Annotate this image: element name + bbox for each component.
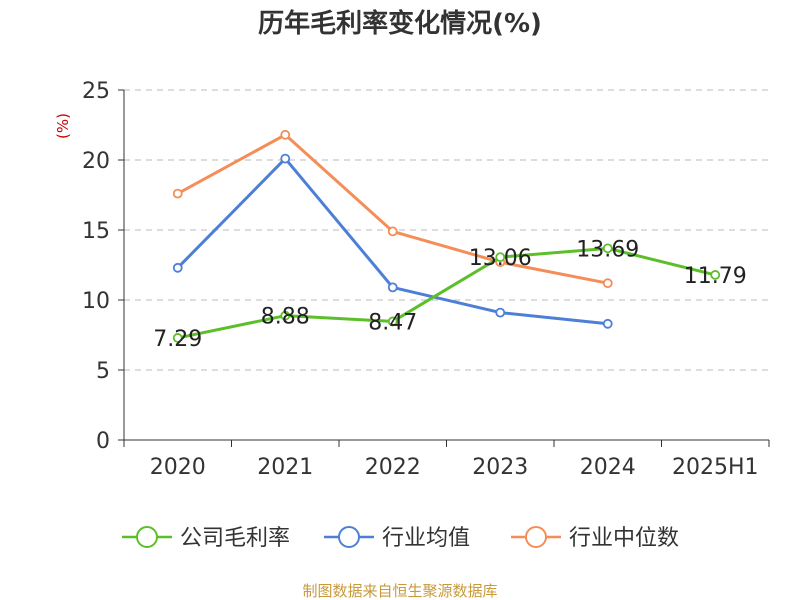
- data-label: 13.06: [469, 246, 532, 271]
- axes: 0 5 10 15 20 25 2020 2021 2022 2023 2024 2025H1: [82, 79, 770, 480]
- series-2: [172, 153, 613, 329]
- data-point: [280, 153, 291, 164]
- data-point: [602, 243, 613, 254]
- y-tick-label: 5: [96, 359, 110, 384]
- series-1: [172, 243, 721, 343]
- legend-marker: [525, 526, 547, 548]
- data-point: [602, 278, 613, 289]
- series-line: [177, 133, 609, 285]
- legend-marker: [136, 526, 158, 548]
- y-tick-label: 15: [82, 219, 110, 244]
- y-tick-label: 20: [82, 149, 110, 174]
- y-tick-label: 0: [96, 429, 110, 454]
- data-label: 8.47: [368, 310, 417, 335]
- legend-label: 行业均值: [382, 526, 470, 551]
- legend-item[interactable]: 行业中位数: [511, 526, 679, 551]
- data-point: [602, 318, 613, 329]
- legend-item[interactable]: 公司毛利率: [122, 526, 290, 551]
- data-label: 8.88: [261, 305, 310, 330]
- data-point: [172, 262, 183, 273]
- data-label: 7.29: [153, 327, 202, 352]
- data-label: 13.69: [576, 237, 639, 262]
- series-layer: [172, 129, 721, 343]
- legend: 公司毛利率 行业均值 行业中位数: [122, 526, 679, 551]
- legend-item[interactable]: 行业均值: [324, 526, 470, 551]
- legend-label: 公司毛利率: [180, 526, 290, 551]
- data-point: [495, 252, 506, 263]
- x-tick-label: 2023: [472, 455, 528, 480]
- data-point: [172, 333, 183, 343]
- data-point: [280, 310, 291, 321]
- chart-title: 历年毛利率变化情况(%): [258, 8, 542, 39]
- y-axis-label: (%): [54, 113, 72, 139]
- x-tick-label: 2025H1: [672, 455, 759, 480]
- x-tick-label: 2022: [365, 455, 421, 480]
- data-point: [387, 282, 398, 293]
- data-point: [172, 188, 183, 199]
- data-point: [280, 129, 291, 140]
- y-tick-label: 10: [82, 289, 110, 314]
- legend-marker: [338, 526, 360, 548]
- data-labels: 7.29 8.88 8.47 13.06 13.69 11.79: [153, 237, 746, 352]
- x-tick-label: 2024: [580, 455, 636, 480]
- data-point: [710, 270, 721, 280]
- series-line: [176, 157, 608, 326]
- x-tick-label: 2021: [257, 455, 313, 480]
- y-tick-label: 25: [82, 79, 110, 104]
- data-point: [495, 307, 506, 318]
- data-label: 11.79: [684, 264, 747, 289]
- x-tick-label: 2020: [150, 455, 206, 480]
- data-point: [387, 316, 398, 327]
- data-point: [387, 226, 398, 237]
- legend-label: 行业中位数: [569, 526, 679, 551]
- series-line: [177, 246, 716, 340]
- series-3: [172, 129, 613, 289]
- source-note: 制图数据来自恒生聚源数据库: [302, 582, 497, 600]
